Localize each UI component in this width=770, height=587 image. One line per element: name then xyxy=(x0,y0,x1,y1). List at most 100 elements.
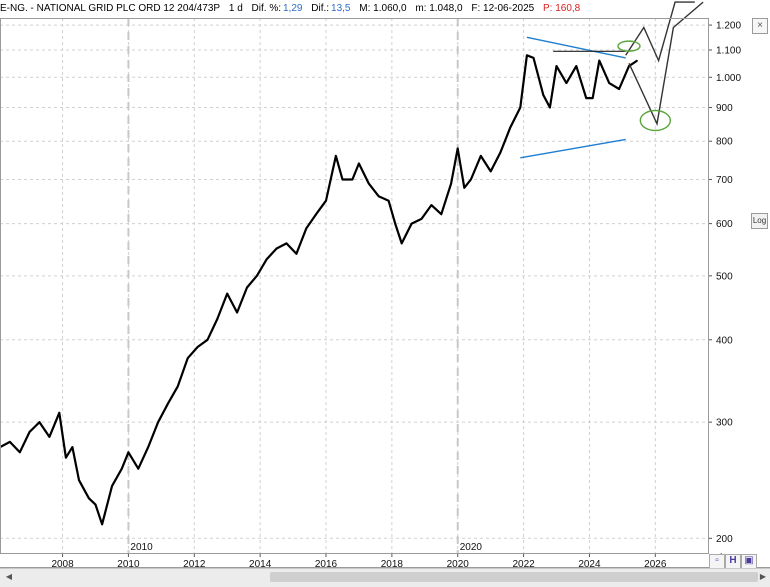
chart-header: E-NG. - NATIONAL GRID PLC ORD 12 204/473… xyxy=(0,0,708,18)
projection-down-path xyxy=(628,1,704,127)
dif-value: 13,5 xyxy=(331,3,351,14)
price-point xyxy=(305,227,307,230)
price-point xyxy=(167,403,169,405)
price-point xyxy=(341,178,344,181)
x-axis: 2008 2010 2012 2014 2016 2018 2020 2022 2024 2026… xyxy=(51,542,727,570)
price-point xyxy=(387,200,390,202)
price-point xyxy=(526,54,528,56)
y-tick-label: 900 xyxy=(716,103,733,114)
y-tick-label: 800 xyxy=(716,137,733,148)
price-point xyxy=(618,88,620,90)
price-point xyxy=(636,60,638,62)
price-point xyxy=(555,65,558,67)
price-point xyxy=(575,65,577,67)
y-tick-label: 200 xyxy=(716,534,733,545)
interval-label: 1 d xyxy=(228,3,243,14)
zoom-tool-icon[interactable]: ▣ xyxy=(741,554,757,569)
price-point xyxy=(608,82,610,84)
price-point xyxy=(335,155,337,157)
price-point xyxy=(285,242,288,244)
x-tick-label: 2020 xyxy=(447,559,470,570)
x-tick-label: 2018 xyxy=(381,559,404,570)
y-tick-label: 500 xyxy=(716,271,733,282)
log-scale-button[interactable]: Log xyxy=(751,213,768,229)
price-point xyxy=(463,187,465,189)
x-tick-label: 2008 xyxy=(51,559,74,570)
triangle-lower-trendline xyxy=(520,138,626,159)
price-point xyxy=(598,60,600,62)
price-line xyxy=(0,54,638,526)
price-point xyxy=(276,247,278,250)
period-marker-label: 2020 xyxy=(460,542,483,553)
price-point xyxy=(457,147,459,150)
price-point xyxy=(256,275,258,277)
price-point xyxy=(127,451,130,453)
hand-tool-icon[interactable]: H xyxy=(725,554,741,569)
price-point xyxy=(65,457,67,459)
triangle-upper-trendline xyxy=(526,36,626,59)
scroll-left-icon[interactable]: ◀ xyxy=(5,572,13,581)
price-point xyxy=(542,94,544,96)
price-point xyxy=(358,162,360,165)
price-point xyxy=(480,155,482,157)
price-point xyxy=(394,223,396,225)
y-tick-label: 600 xyxy=(716,219,733,230)
scroll-right-icon[interactable]: ▶ xyxy=(759,572,767,581)
price-point xyxy=(187,357,189,359)
price-point xyxy=(430,204,432,206)
price-point xyxy=(206,339,209,341)
price-point xyxy=(450,182,452,185)
x-tick-label: 2026 xyxy=(644,559,667,570)
price-point xyxy=(48,436,50,438)
price-point xyxy=(351,178,353,181)
price-point xyxy=(147,446,149,448)
price-label: P: 160,8 xyxy=(542,3,581,14)
scrollbar-thumb[interactable] xyxy=(270,572,758,582)
close-button[interactable]: × xyxy=(752,18,768,34)
price-point xyxy=(519,106,521,109)
target-ellipse-top xyxy=(617,40,641,52)
x-tick-label: 2012 xyxy=(183,559,206,570)
price-point xyxy=(266,258,268,260)
price-point xyxy=(196,346,199,348)
price-point xyxy=(88,497,90,499)
price-point xyxy=(29,431,31,433)
price-point xyxy=(549,106,551,109)
target-ellipse-bottom xyxy=(639,109,672,132)
price-point xyxy=(226,292,228,295)
y-tick-label: 1.200 xyxy=(716,21,741,32)
price-point xyxy=(509,126,512,128)
price-point xyxy=(236,311,238,314)
price-series xyxy=(0,54,638,526)
max-label: M: 1.060,0 xyxy=(359,3,407,14)
price-point xyxy=(420,218,423,220)
price-point xyxy=(177,385,179,387)
price-point xyxy=(157,421,159,423)
x-tick-label: 2024 xyxy=(578,559,601,570)
price-point xyxy=(592,97,594,99)
x-tick-label: 2016 xyxy=(315,559,338,570)
price-point xyxy=(378,195,380,197)
x-gridlines xyxy=(62,18,656,553)
price-point xyxy=(490,170,492,172)
price-point xyxy=(295,253,297,255)
price-point xyxy=(368,182,370,185)
annotations xyxy=(520,1,704,159)
price-point xyxy=(499,151,502,153)
y-gridlines xyxy=(0,24,708,539)
x-tick-label: 2014 xyxy=(249,559,272,570)
price-point xyxy=(246,286,248,289)
chart-tool-icon[interactable]: ▫ xyxy=(709,554,725,569)
period-marker-label: 2010 xyxy=(130,542,153,553)
price-point xyxy=(58,412,60,414)
price-point xyxy=(111,485,113,487)
price-point xyxy=(216,318,218,320)
dif-label: Dif.: xyxy=(311,3,330,14)
price-point xyxy=(401,242,403,244)
price-point xyxy=(565,82,568,84)
y-tick-label: 300 xyxy=(716,418,733,429)
price-point xyxy=(19,451,21,453)
date-label: F: 12-06-2025 xyxy=(471,3,535,14)
